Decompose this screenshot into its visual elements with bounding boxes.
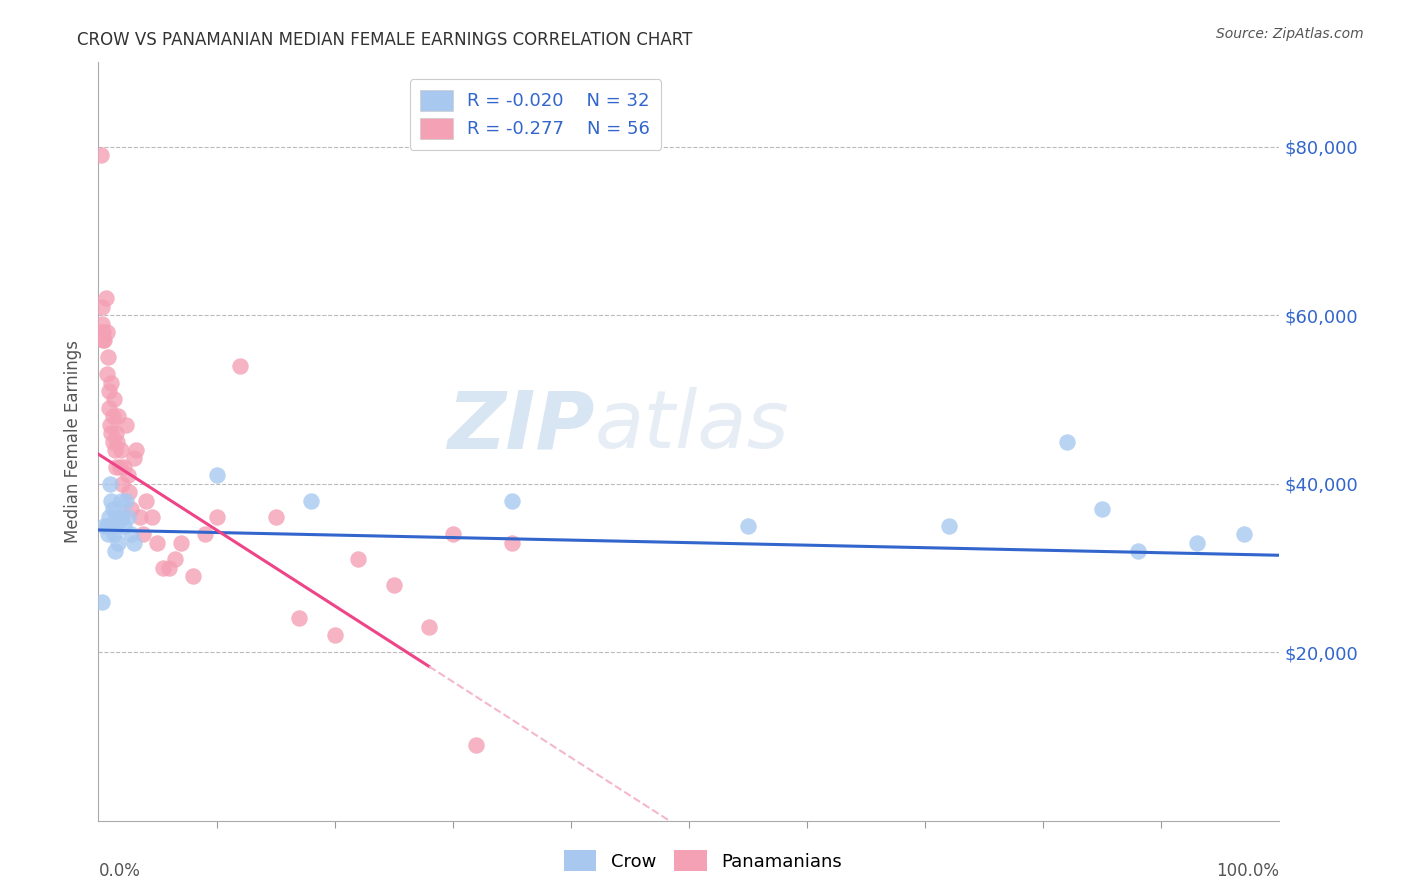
Point xyxy=(125,442,148,457)
Point xyxy=(122,535,145,549)
Point xyxy=(501,535,523,549)
Point xyxy=(107,409,129,424)
Point xyxy=(122,451,145,466)
Point xyxy=(97,351,120,365)
Point xyxy=(103,527,125,541)
Point xyxy=(97,527,120,541)
Point xyxy=(105,434,128,449)
Point xyxy=(135,493,157,508)
Point xyxy=(152,561,174,575)
Point xyxy=(117,468,139,483)
Point xyxy=(96,325,118,339)
Point xyxy=(111,476,134,491)
Point xyxy=(98,518,121,533)
Point xyxy=(93,334,115,348)
Point xyxy=(105,459,128,474)
Point xyxy=(141,510,163,524)
Point xyxy=(128,510,150,524)
Point xyxy=(108,510,131,524)
Legend: R = -0.020    N = 32, R = -0.277    N = 56: R = -0.020 N = 32, R = -0.277 N = 56 xyxy=(409,79,661,150)
Text: Source: ZipAtlas.com: Source: ZipAtlas.com xyxy=(1216,27,1364,41)
Point xyxy=(101,434,124,449)
Point xyxy=(441,527,464,541)
Point xyxy=(299,493,322,508)
Point xyxy=(105,518,128,533)
Point xyxy=(98,510,121,524)
Point xyxy=(101,409,124,424)
Point xyxy=(96,518,118,533)
Point xyxy=(98,417,121,432)
Point xyxy=(90,325,112,339)
Point xyxy=(382,578,405,592)
Point xyxy=(118,485,141,500)
Point xyxy=(121,527,143,541)
Point xyxy=(117,510,139,524)
Point xyxy=(104,442,127,457)
Point xyxy=(1091,502,1114,516)
Point xyxy=(98,476,121,491)
Point xyxy=(146,535,169,549)
Text: 0.0%: 0.0% xyxy=(98,863,141,880)
Point xyxy=(100,426,122,441)
Point xyxy=(112,459,135,474)
Point xyxy=(264,510,287,524)
Point xyxy=(465,738,488,752)
Point xyxy=(288,611,311,625)
Point xyxy=(105,510,128,524)
Point xyxy=(96,367,118,381)
Point xyxy=(90,148,112,162)
Point xyxy=(100,376,122,390)
Text: CROW VS PANAMANIAN MEDIAN FEMALE EARNINGS CORRELATION CHART: CROW VS PANAMANIAN MEDIAN FEMALE EARNING… xyxy=(77,31,693,49)
Point xyxy=(114,493,136,508)
Point xyxy=(111,510,134,524)
Point xyxy=(165,552,187,566)
Point xyxy=(94,291,117,305)
Point xyxy=(132,527,155,541)
Point xyxy=(107,535,129,549)
Legend: Crow, Panamanians: Crow, Panamanians xyxy=(557,843,849,879)
Point xyxy=(105,426,128,441)
Text: 100.0%: 100.0% xyxy=(1216,863,1279,880)
Point xyxy=(103,392,125,407)
Point xyxy=(181,569,204,583)
Point xyxy=(170,535,193,549)
Point xyxy=(98,384,121,398)
Point xyxy=(1185,535,1208,549)
Point xyxy=(157,561,180,575)
Point xyxy=(98,401,121,415)
Point xyxy=(347,552,370,566)
Text: ZIP: ZIP xyxy=(447,387,595,466)
Text: atlas: atlas xyxy=(595,387,789,466)
Point xyxy=(91,325,114,339)
Y-axis label: Median Female Earnings: Median Female Earnings xyxy=(65,340,83,543)
Point xyxy=(93,518,115,533)
Point xyxy=(194,527,217,541)
Point xyxy=(1233,527,1256,541)
Point xyxy=(104,544,127,558)
Point xyxy=(205,468,228,483)
Point xyxy=(501,493,523,508)
Point xyxy=(108,459,131,474)
Point xyxy=(112,518,135,533)
Point xyxy=(418,620,440,634)
Point xyxy=(323,628,346,642)
Point xyxy=(114,417,136,432)
Point xyxy=(110,493,132,508)
Point xyxy=(938,518,960,533)
Point xyxy=(91,334,114,348)
Point xyxy=(205,510,228,524)
Point xyxy=(100,493,122,508)
Point xyxy=(737,518,759,533)
Point xyxy=(91,317,114,331)
Point xyxy=(121,502,143,516)
Point xyxy=(91,300,114,314)
Point xyxy=(1126,544,1149,558)
Point xyxy=(1056,434,1078,449)
Point xyxy=(91,594,114,608)
Point xyxy=(229,359,252,373)
Point xyxy=(101,502,124,516)
Point xyxy=(110,442,132,457)
